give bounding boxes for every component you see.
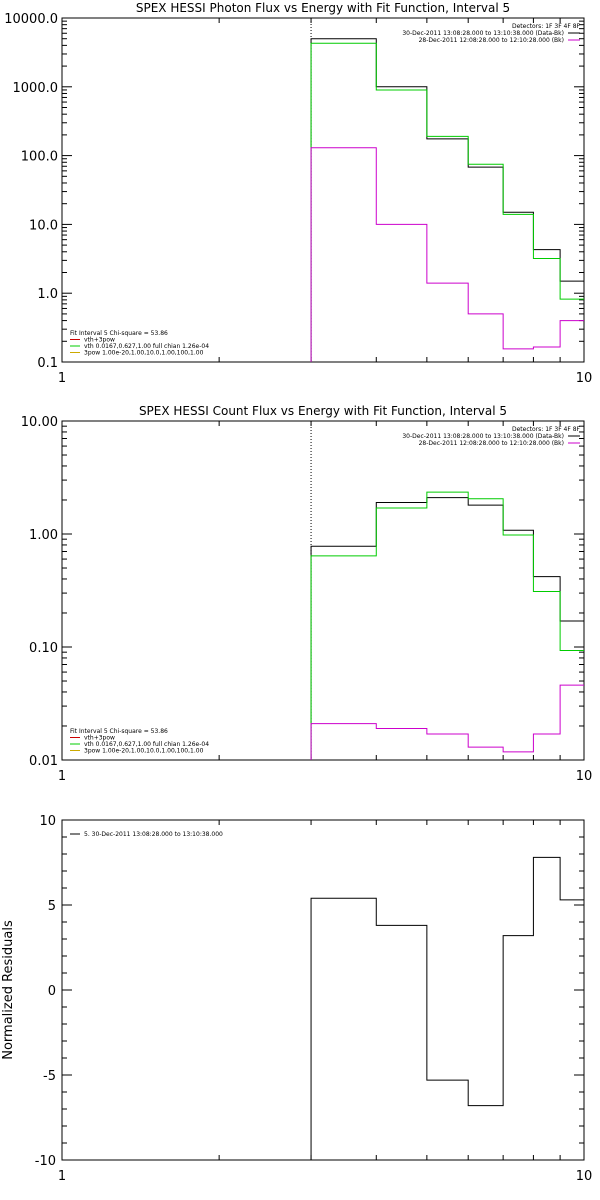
legend-entry-text: 3pow 1.00e-20,1.00,10.0,1.00,100,1.00: [84, 748, 204, 755]
plot-frame: [61, 819, 585, 1161]
y-axis-label: Normalized Residuals: [1, 920, 16, 1060]
legend-entry-text: 28-Dec-2011 12:08:28.000 to 12:10:28.000…: [419, 37, 564, 44]
series-bk-line: [310, 147, 584, 362]
y-tick-label: 10.0: [29, 218, 58, 233]
chart-title: SPEX HESSI Count Flux vs Energy with Fit…: [139, 404, 507, 418]
y-tick-label: 10: [39, 814, 56, 829]
y-tick-label: 0.1: [37, 356, 58, 371]
y-tick-label: 10.00: [21, 415, 58, 430]
x-tick-label: 1: [58, 371, 66, 386]
series-data-bk-line: [310, 38, 584, 362]
legend-entry-text: 28-Dec-2011 12:08:28.000 to 12:10:28.000…: [419, 440, 564, 447]
y-tick-label: 10000.0: [4, 12, 58, 27]
chart-panel-2: SPEX HESSI Count Flux vs Energy with Fit…: [21, 404, 592, 784]
chart-panel-1: SPEX HESSI Photon Flux vs Energy with Fi…: [4, 1, 592, 386]
x-tick-label: 10: [576, 371, 593, 386]
y-tick-label: 5: [48, 899, 56, 914]
y-tick-label: 1.0: [37, 287, 58, 302]
legend-header: Fit Interval 5 Chi-square = 53.86: [70, 728, 168, 735]
legend-entry-text: 3pow 1.00e-20,1.00,10.0,1.00,100,1.00: [84, 350, 204, 357]
chart-panel-3: -10 -5 0 5 10 1 10 Normalized Residuals 5. 30-De…: [1, 814, 592, 1184]
legend-entry-text: 30-Dec-2011 13:08:28.000 to 13:10:38.000…: [402, 30, 564, 37]
series-bk-line: [310, 684, 584, 760]
legend-entry-text: 30-Dec-2011 13:08:28.000 to 13:10:38.000…: [402, 433, 564, 440]
x-tick-label: 1: [58, 769, 66, 784]
chart-title: SPEX HESSI Photon Flux vs Energy with Fi…: [136, 1, 510, 15]
y-tick-label: 1.00: [29, 528, 58, 543]
y-tick-label: 1000.0: [13, 81, 59, 96]
series-residuals-line: [310, 856, 584, 1160]
plot-frame: [61, 17, 585, 363]
legend-entry-text: vth+3pow: [84, 735, 115, 742]
x-tick-label: 10: [576, 769, 593, 784]
series-vth-line: [310, 42, 584, 362]
series-data-bk-line: [310, 497, 584, 760]
series-vth-line: [310, 491, 584, 760]
legend-header: Detectors: 1F 3F 4F 8F: [512, 426, 581, 433]
y-tick-label: -5: [43, 1069, 56, 1084]
legend-entry-text: vth+3pow: [84, 337, 115, 344]
y-tick-label: 0.10: [29, 641, 58, 656]
x-tick-label: 1: [58, 1169, 66, 1184]
plot-frame: [61, 420, 585, 761]
y-tick-label: 0.01: [29, 754, 58, 769]
legend-entry-text: vth 0.0167,0.627,1.00 full chian 1.26e-0…: [84, 741, 209, 748]
y-tick-label: -10: [35, 1154, 56, 1169]
legend-header: Detectors: 1F 3F 4F 8F: [512, 23, 581, 30]
legend-header: Fit Interval 5 Chi-square = 53.86: [70, 330, 168, 337]
legend-entry-text: 5. 30-Dec-2011 13:08:28.000 to 13:10:38.…: [84, 831, 223, 838]
y-tick-label: 0: [48, 984, 56, 999]
y-tick-label: 100.0: [21, 150, 58, 165]
x-tick-label: 10: [576, 1169, 593, 1184]
legend-entry-text: vth 0.0167,0.627,1.00 full chian 1.26e-0…: [84, 343, 209, 350]
